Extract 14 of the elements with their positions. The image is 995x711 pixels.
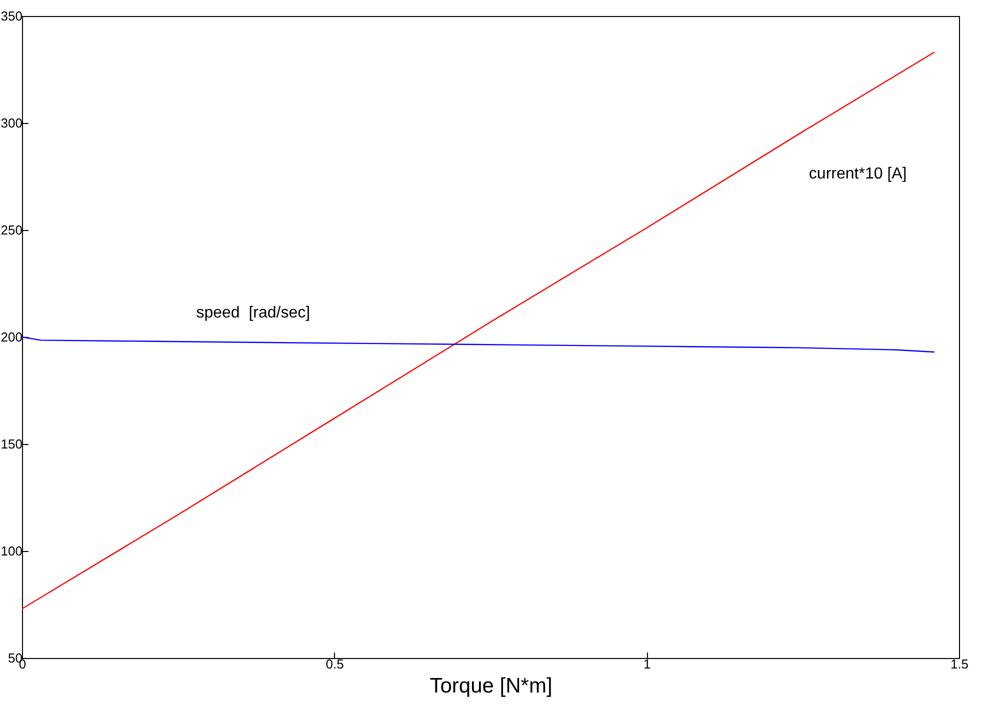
y-tick-label: 300 (0, 116, 22, 130)
y-tick-label: 350 (0, 8, 22, 24)
line-series (22, 52, 935, 610)
y-tick-label: 200 (0, 330, 22, 344)
series-label: speed [rad/sec] (196, 304, 310, 322)
x-tick-label: 1 (644, 656, 651, 672)
line-series (22, 336, 935, 353)
x-axis-title: Torque [N*m] (430, 674, 552, 698)
x-tick-label: 1.5 (950, 656, 969, 672)
x-tick-label: 0.5 (326, 656, 344, 672)
text: current*10 [A] (808, 166, 907, 183)
y-tick-label: 100 (0, 544, 22, 558)
y-tick-label: 250 (0, 222, 22, 238)
y-tick-label: 150 (0, 436, 22, 452)
